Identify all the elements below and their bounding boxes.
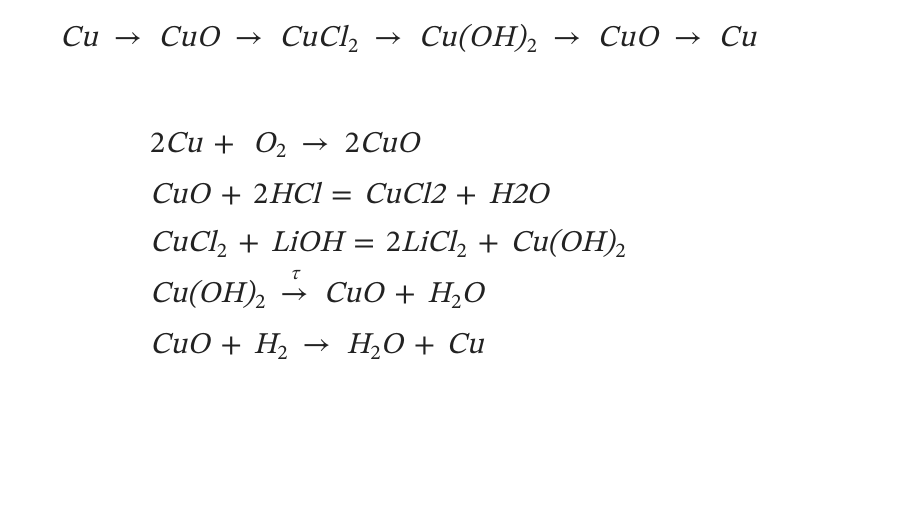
- formula: H2: [253, 331, 287, 361]
- arrow-icon: →: [666, 24, 711, 54]
- arrow-with-condition: τ →: [272, 280, 316, 310]
- page: Cu → CuO → CuCl2 → Cu(OH)2 → CuO → Cu 2C…: [0, 0, 918, 532]
- formula: CuO: [324, 280, 383, 310]
- formula: CuO: [150, 331, 209, 361]
- plus-icon: +: [209, 130, 239, 160]
- equation-row: Cu(OH)2 τ → CuO + H2O: [150, 280, 918, 313]
- arrow-icon: →: [227, 24, 272, 54]
- formula: O2: [246, 130, 286, 160]
- formula: H2O: [427, 280, 484, 310]
- formula: CuCl: [364, 181, 430, 211]
- formula: CuCl2: [150, 229, 227, 259]
- equations-block: 2Cu + O2 → 2CuO CuO + 2HCl = CuCl2 + H2O…: [150, 130, 918, 364]
- equals-icon: =: [349, 229, 379, 259]
- equation-row: CuO + H2 → H2O + Cu: [150, 331, 918, 364]
- chain-item: Cu: [60, 24, 98, 54]
- formula: H: [488, 181, 511, 211]
- reaction-chain: Cu → CuO → CuCl2 → Cu(OH)2 → CuO → Cu: [60, 20, 918, 60]
- chain-item: CuO: [158, 24, 219, 54]
- formula: CuO: [360, 130, 419, 160]
- coefficient: 2: [253, 181, 268, 211]
- formula-oxygen: O: [526, 181, 548, 211]
- equation-row: CuO + 2HCl = CuCl2 + H2O: [150, 181, 918, 211]
- equation-row: 2Cu + O2 → 2CuO: [150, 130, 918, 163]
- chain-item: Cu(OH)2: [419, 24, 538, 54]
- formula: LiOH: [271, 229, 343, 259]
- formula: LiCl2: [401, 229, 467, 259]
- chain-item: Cu: [718, 24, 756, 54]
- arrow-icon: →: [366, 24, 411, 54]
- plus-icon: +: [390, 280, 420, 310]
- equation-row: CuCl2 + LiOH = 2LiCl2 + Cu(OH)2: [150, 229, 918, 262]
- coefficient: 2: [150, 130, 165, 160]
- inline-subscript-text: 2: [511, 181, 526, 211]
- arrow-icon: →: [293, 130, 337, 160]
- arrow-icon: →: [545, 24, 590, 54]
- coefficient: 2: [386, 229, 401, 259]
- tau-icon: τ: [291, 265, 299, 285]
- plus-icon: +: [410, 331, 440, 361]
- plus-icon: +: [216, 331, 246, 361]
- formula: Cu(OH)2: [150, 280, 265, 310]
- plus-icon: +: [216, 181, 246, 211]
- arrow-icon: →: [295, 331, 339, 361]
- formula: Cu: [165, 130, 202, 160]
- equals-icon: =: [327, 181, 357, 211]
- chain-item: CuCl2: [279, 24, 358, 54]
- chain-item: CuO: [597, 24, 658, 54]
- formula: H2O: [346, 331, 403, 361]
- formula: Cu(OH)2: [510, 229, 625, 259]
- plus-icon: +: [474, 229, 504, 259]
- arrow-icon: →: [106, 24, 151, 54]
- plus-icon: +: [451, 181, 481, 211]
- coefficient: 2: [345, 130, 360, 160]
- formula: Cu: [446, 331, 483, 361]
- inline-subscript-text: 2: [429, 181, 444, 211]
- formula: CuO: [150, 181, 209, 211]
- plus-icon: +: [234, 229, 264, 259]
- formula: HCl: [268, 181, 320, 211]
